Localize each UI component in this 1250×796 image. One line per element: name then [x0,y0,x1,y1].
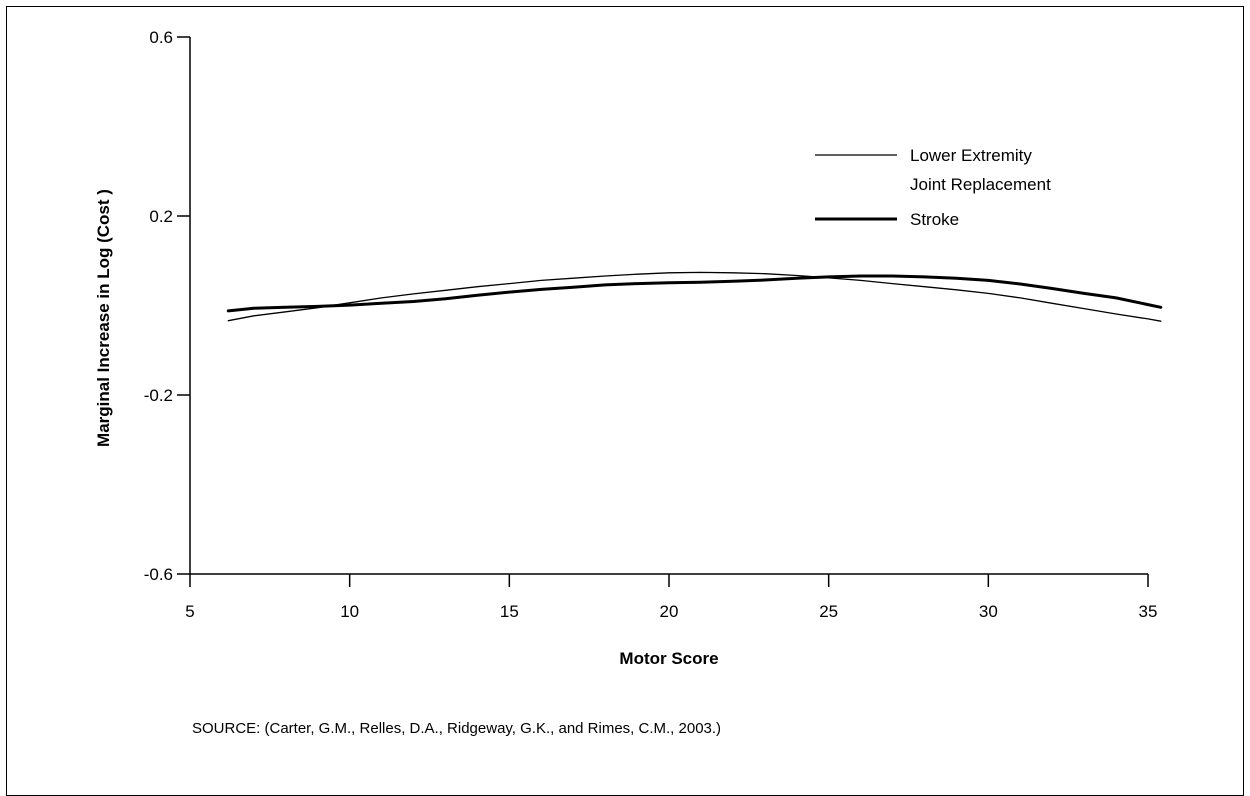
series-line-lower-extremity-joint-replacement [227,271,1162,322]
series-layer [226,271,1163,322]
series-line-stroke [226,274,1163,313]
x-tick-label: 10 [340,602,359,621]
x-tick-label: 35 [1139,602,1158,621]
x-tick-label: 20 [660,602,679,621]
y-ticks: 0.6 0.2 -0.2 -0.6 [144,28,190,584]
source-note: SOURCE: (Carter, G.M., Relles, D.A., Rid… [192,720,722,737]
y-tick-label: -0.2 [144,386,173,405]
legend-label: Lower Extremity [910,146,1032,165]
legend-label: Stroke [910,210,959,229]
x-tick-label: 25 [819,602,838,621]
legend-label: Joint Replacement [910,175,1051,194]
y-tick-label: 0.6 [149,28,173,47]
x-ticks: 5 10 15 20 25 30 35 [185,574,1157,621]
x-axis-title: Motor Score [619,649,718,668]
y-tick-label: 0.2 [149,207,173,226]
x-tick-label: 15 [500,602,519,621]
x-tick-label: 5 [185,602,194,621]
y-axis-title: Marginal Increase in Log (Cost ) [94,189,113,447]
y-tick-label: -0.6 [144,565,173,584]
legend: Lower Extremity Joint Replacement Stroke [815,146,1051,229]
x-tick-label: 30 [979,602,998,621]
